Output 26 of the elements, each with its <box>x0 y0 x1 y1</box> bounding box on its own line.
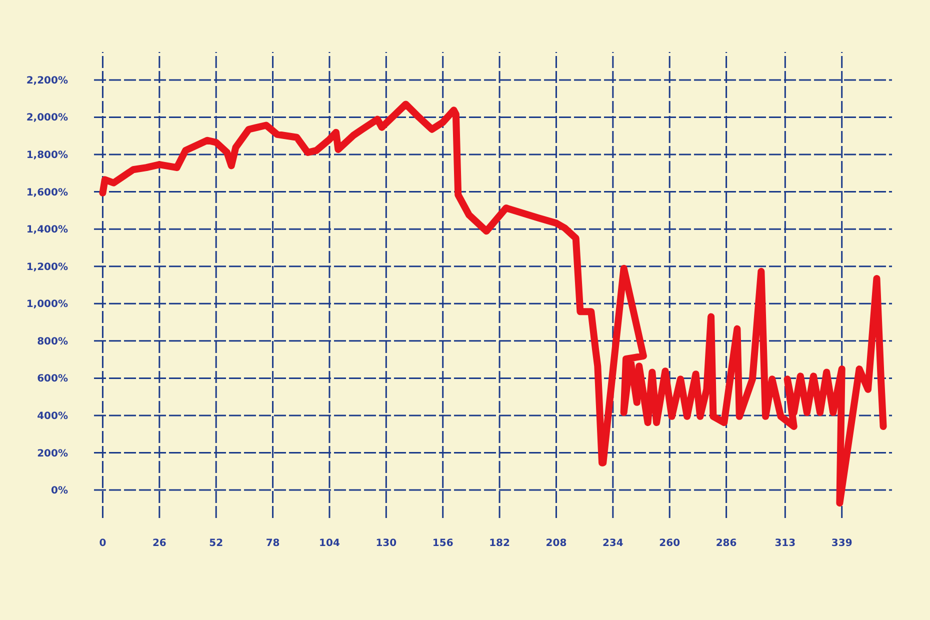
y-tick-label: 1,200% <box>26 262 68 273</box>
x-tick-label: 104 <box>319 538 340 549</box>
x-tick-label: 286 <box>716 538 737 549</box>
x-tick-label: 0 <box>99 538 106 549</box>
x-tick-label: 260 <box>659 538 680 549</box>
x-tick-label: 52 <box>209 538 224 549</box>
x-tick-label: 339 <box>831 538 852 549</box>
y-tick-label: 800% <box>37 336 68 348</box>
x-tick-label: 130 <box>376 538 397 549</box>
y-tick-label: 2,200% <box>26 75 68 86</box>
x-tick-label: 313 <box>774 538 796 549</box>
x-tick-label: 234 <box>602 538 624 549</box>
y-tick-label: 1,600% <box>26 187 68 198</box>
y-tick-label: 400% <box>37 410 68 422</box>
x-tick-label: 182 <box>489 538 510 549</box>
y-tick-label: 1,400% <box>26 224 68 236</box>
y-tick-label: 1,000% <box>26 299 68 310</box>
x-tick-label: 26 <box>152 538 166 549</box>
x-tick-label: 156 <box>432 538 454 549</box>
y-tick-label: 1,800% <box>26 150 68 162</box>
y-tick-label: 200% <box>37 448 68 460</box>
x-tick-label: 208 <box>546 538 567 549</box>
y-tick-label: 0% <box>51 486 68 497</box>
x-tick-label: 78 <box>266 538 280 549</box>
y-tick-label: 600% <box>37 374 68 385</box>
y-tick-label: 2,000% <box>26 112 68 124</box>
